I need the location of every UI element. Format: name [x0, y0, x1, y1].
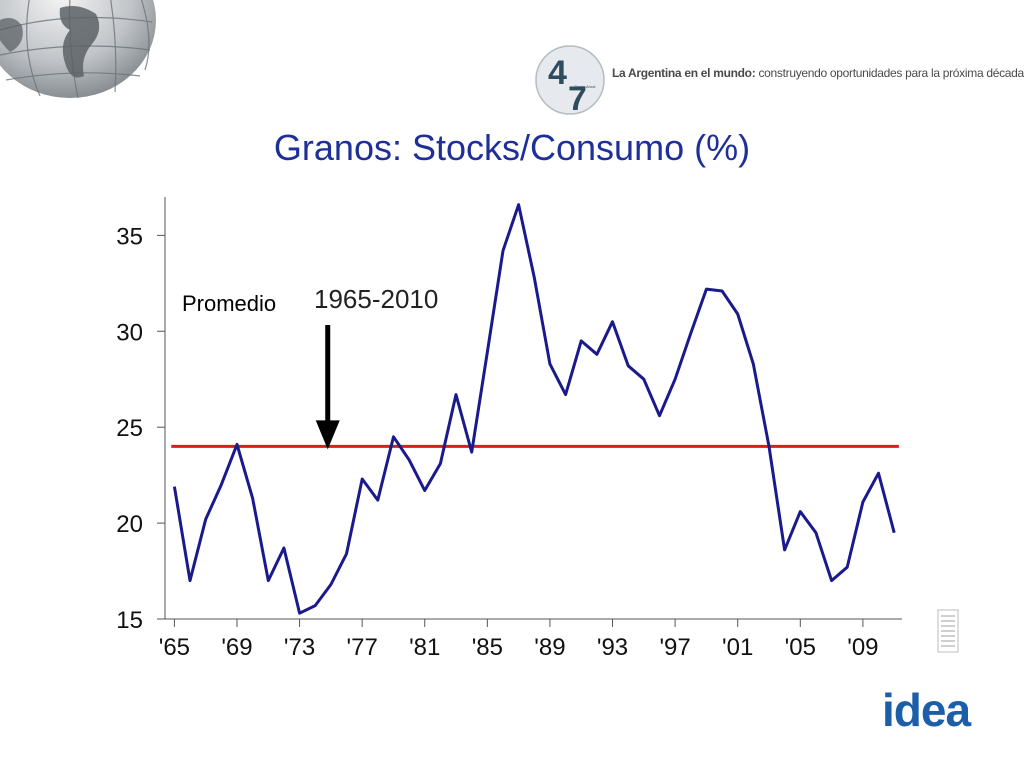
page-title: Granos: Stocks/Consumo (%): [273, 127, 751, 168]
globe-logo: [0, 0, 156, 99]
annotation-range-label: 1965-2010: [314, 284, 438, 314]
y-tick-label: 25: [116, 415, 143, 442]
annotation-label: Promedio: [182, 291, 276, 316]
brand-tagline-rest: construyendo oportunidades para la próxi…: [755, 66, 1024, 80]
logo-small-text: Grupo Arnal: [574, 84, 595, 89]
y-tick-label: 15: [116, 607, 143, 634]
stocks-consumption-chart: 15 20 25 30 35 '65 '69 '73 '77 '81 '85 '89 '93 '97 '01…: [116, 197, 902, 661]
x-tick-label: '69: [221, 634, 252, 661]
y-tick-label: 30: [116, 319, 143, 346]
brand-tagline-bold: La Argentina en el mundo:: [612, 66, 756, 80]
x-tick-label: '85: [472, 634, 503, 661]
x-tick-label: '05: [785, 634, 816, 661]
series-line: [172, 203, 896, 615]
brand-tagline: La Argentina en el mundo: construyendo o…: [612, 66, 1024, 80]
annotation-arrow-head: [315, 420, 340, 450]
x-tick-label: '65: [159, 634, 190, 661]
x-tick-label: '09: [847, 634, 878, 661]
x-tick-label: '93: [597, 634, 628, 661]
y-tick-label: 35: [116, 223, 143, 250]
x-tick-label: '73: [284, 634, 315, 661]
x-tick-label: '01: [722, 634, 753, 661]
x-tick-label: '97: [659, 634, 690, 661]
x-tick-label: '77: [347, 634, 378, 661]
x-tick-label: '89: [534, 634, 565, 661]
x-tick-label: '81: [409, 634, 440, 661]
brand-logo-47: 4 7 Grupo Arnal: [535, 45, 605, 118]
logo-digit-7: 7: [568, 80, 587, 118]
idea-logo: idea: [882, 684, 971, 736]
document-icon: [937, 609, 959, 653]
y-tick-label: 20: [116, 511, 143, 538]
logo-digit-4: 4: [548, 54, 567, 92]
